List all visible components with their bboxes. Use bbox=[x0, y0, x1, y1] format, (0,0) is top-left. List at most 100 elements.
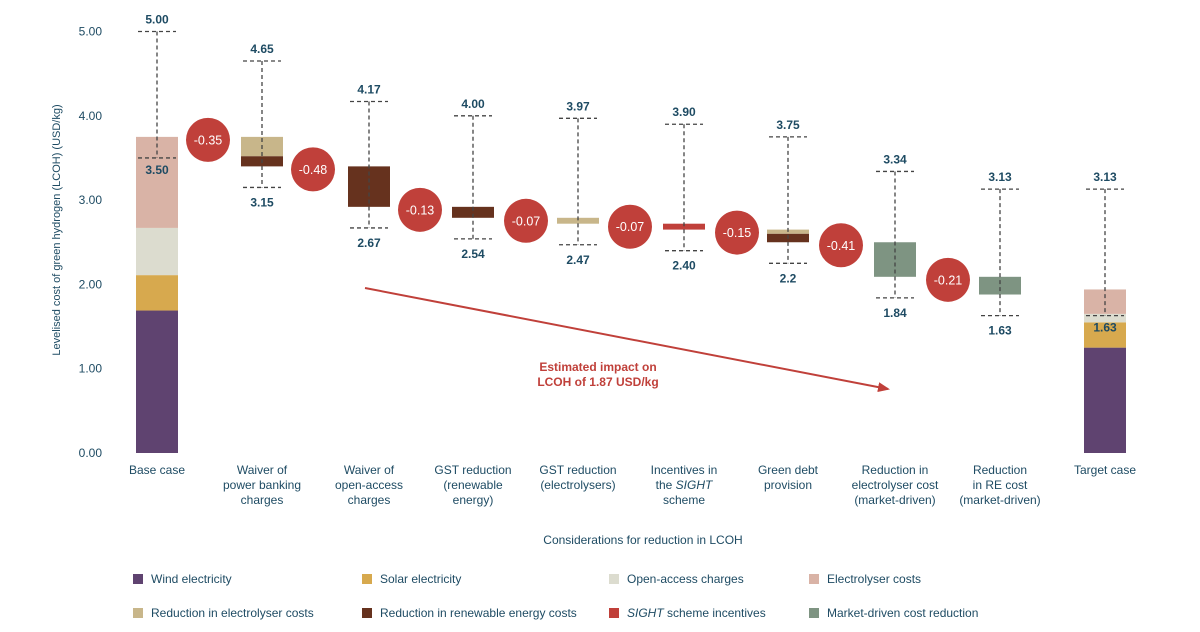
category-label: energy) bbox=[453, 493, 494, 507]
range-low-label: 1.63 bbox=[988, 324, 1012, 338]
y-tick-label: 3.00 bbox=[79, 193, 103, 207]
y-tick-label: 1.00 bbox=[79, 362, 103, 376]
y-tick-label: 2.00 bbox=[79, 277, 103, 291]
change-bubble bbox=[186, 117, 230, 162]
category-label: in RE cost bbox=[973, 478, 1028, 492]
annotation-line-2: LCOH of 1.87 USD/kg bbox=[537, 375, 658, 389]
range-high-label: 3.90 bbox=[672, 105, 696, 119]
legend-swatch bbox=[809, 574, 819, 584]
legend-swatch bbox=[362, 608, 372, 618]
change-label: -0.35 bbox=[194, 133, 223, 147]
change-label: -0.15 bbox=[723, 226, 752, 240]
label-layer: 5.00 3.50 4.65 3.15 -0.35 4.17 2.67 -0.48 4.00 2.… bbox=[145, 13, 1117, 338]
impact-annotation: Estimated impact on LCOH of 1.87 USD/kg bbox=[364, 287, 890, 393]
change-bubble bbox=[715, 210, 759, 255]
change-bubble bbox=[608, 204, 652, 249]
category-label: (market-driven) bbox=[854, 493, 935, 507]
change-bubble bbox=[926, 257, 970, 302]
range-low-label: 3.15 bbox=[250, 195, 274, 209]
range-high-label: 3.13 bbox=[1093, 170, 1117, 184]
category-label: charges bbox=[241, 493, 284, 507]
change-bubble bbox=[819, 223, 863, 268]
target-case-segment bbox=[1084, 347, 1126, 453]
annotation-line-1: Estimated impact on bbox=[539, 360, 656, 374]
range-high-label: 5.00 bbox=[145, 13, 169, 27]
category-label: GST reduction bbox=[434, 463, 511, 477]
range-low-label: 2.47 bbox=[566, 253, 590, 267]
category-label: Base case bbox=[129, 463, 185, 477]
range-low-label: 3.50 bbox=[145, 163, 169, 177]
change-label: -0.48 bbox=[299, 163, 328, 177]
step-bar bbox=[452, 206, 494, 218]
legend-label: Reduction in renewable energy costs bbox=[380, 606, 577, 620]
y-tick-label: 4.00 bbox=[79, 109, 103, 123]
change-bubble bbox=[398, 187, 442, 232]
range-high-label: 3.97 bbox=[566, 99, 590, 113]
change-bubble bbox=[504, 198, 548, 243]
legend-swatch bbox=[609, 608, 619, 618]
step-bar bbox=[979, 276, 1021, 295]
category-label: (market-driven) bbox=[959, 493, 1040, 507]
range-low-label: 1.63 bbox=[1093, 321, 1117, 335]
legend-label: Open-access charges bbox=[627, 572, 744, 586]
change-label: -0.41 bbox=[827, 239, 856, 253]
y-tick-label: 0.00 bbox=[79, 446, 103, 460]
legend-label: SIGHT scheme incentives bbox=[627, 606, 766, 620]
category-label: (electrolysers) bbox=[540, 478, 615, 492]
legend-swatch bbox=[133, 574, 143, 584]
range-high-label: 3.13 bbox=[988, 170, 1012, 184]
category-label: electrolyser cost bbox=[852, 478, 939, 492]
change-label: -0.07 bbox=[512, 214, 541, 228]
x-axis-label: Considerations for reduction in LCOH bbox=[543, 533, 742, 547]
category-label: Waiver of bbox=[344, 463, 395, 477]
bar-layer bbox=[136, 136, 1126, 453]
legend-swatch bbox=[809, 608, 819, 618]
category-label: Reduction in bbox=[862, 463, 929, 477]
range-high-label: 3.75 bbox=[776, 118, 800, 132]
legend-swatch bbox=[609, 574, 619, 584]
target-case-segment bbox=[1084, 313, 1126, 323]
change-label: -0.13 bbox=[406, 203, 435, 217]
step-bar bbox=[557, 217, 599, 224]
category-label: open-access bbox=[335, 478, 403, 492]
impact-arrow bbox=[364, 287, 890, 393]
legend-label: Solar electricity bbox=[380, 572, 461, 586]
legend-label: Electrolyser costs bbox=[827, 572, 921, 586]
category-label: power banking bbox=[223, 478, 301, 492]
y-axis-label: Levelised cost of green hydrogen (LCOH) … bbox=[51, 104, 63, 355]
range-low-label: 2.67 bbox=[357, 236, 381, 250]
legend-label: Market-driven cost reduction bbox=[827, 606, 978, 620]
range-high-label: 3.34 bbox=[883, 152, 907, 166]
category-label: Waiver of bbox=[237, 463, 288, 477]
change-label: -0.07 bbox=[616, 220, 645, 234]
category-label: Reduction bbox=[973, 463, 1027, 477]
legend-label: Wind electricity bbox=[151, 572, 232, 586]
range-high-label: 4.00 bbox=[461, 97, 485, 111]
category-label: provision bbox=[764, 478, 812, 492]
category-label: the SIGHT bbox=[656, 478, 714, 492]
change-bubble bbox=[291, 147, 335, 192]
category-label: charges bbox=[348, 493, 391, 507]
category-label: Target case bbox=[1074, 463, 1136, 477]
category-label: GST reduction bbox=[539, 463, 616, 477]
category-label: Green debt bbox=[758, 463, 819, 477]
range-low-label: 1.84 bbox=[883, 306, 907, 320]
legend-swatch bbox=[362, 574, 372, 584]
base-case-segment bbox=[136, 310, 178, 453]
range-low-label: 2.2 bbox=[780, 271, 797, 285]
base-case-segment bbox=[136, 275, 178, 311]
range-low-label: 2.40 bbox=[672, 259, 696, 273]
legend-swatch bbox=[133, 608, 143, 618]
range-low-label: 2.54 bbox=[461, 247, 485, 261]
step-bar bbox=[663, 223, 705, 230]
base-case-segment bbox=[136, 227, 178, 276]
category-label: scheme bbox=[663, 493, 705, 507]
target-case-segment bbox=[1084, 322, 1126, 348]
range-layer bbox=[138, 30, 1124, 317]
range-high-label: 4.17 bbox=[357, 82, 381, 96]
axis-layer: 0.00 1.00 2.00 3.00 4.00 5.00 Base case Waiver … bbox=[79, 25, 1137, 508]
y-tick-label: 5.00 bbox=[79, 25, 103, 39]
legend: Wind electricity Solar electricity Open-ac… bbox=[133, 572, 978, 620]
category-label: (renewable bbox=[443, 478, 503, 492]
